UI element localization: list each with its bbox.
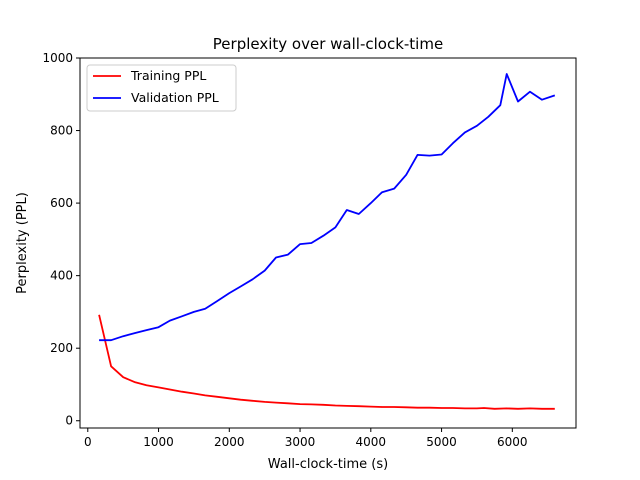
x-tick-label: 5000 [426, 435, 457, 449]
y-tick-label: 600 [50, 196, 73, 210]
series-line-validation [99, 73, 556, 342]
legend-label-training: Training PPL [130, 68, 206, 83]
plot-frame [79, 57, 577, 429]
plot-lines [98, 73, 556, 410]
x-tick-label: 1000 [143, 435, 174, 449]
series-line-training [98, 314, 555, 410]
chart-title: Perplexity over wall-clock-time [213, 35, 443, 53]
y-tick-label: 1000 [42, 51, 73, 65]
x-axis-ticks: 0 1000 2000 3000 4000 5000 6000 [84, 428, 528, 449]
legend-box [86, 64, 237, 112]
y-tick-label: 400 [50, 269, 73, 283]
legend: Training PPL Validation PPL [86, 64, 237, 112]
y-axis-ticks: 0 200 400 600 800 1000 [42, 51, 80, 428]
x-tick-label: 0 [84, 435, 92, 449]
y-axis-label: Perplexity (PPL) [15, 192, 30, 294]
y-tick-label: 800 [50, 124, 73, 138]
x-tick-label: 6000 [497, 435, 528, 449]
y-tick-label: 0 [65, 414, 73, 428]
legend-label-validation: Validation PPL [131, 90, 219, 105]
x-axis-label: Wall-clock-time (s) [268, 457, 388, 472]
x-tick-label: 2000 [214, 435, 245, 449]
x-tick-label: 4000 [356, 435, 387, 449]
x-tick-label: 3000 [285, 435, 316, 449]
y-tick-label: 200 [50, 341, 73, 355]
